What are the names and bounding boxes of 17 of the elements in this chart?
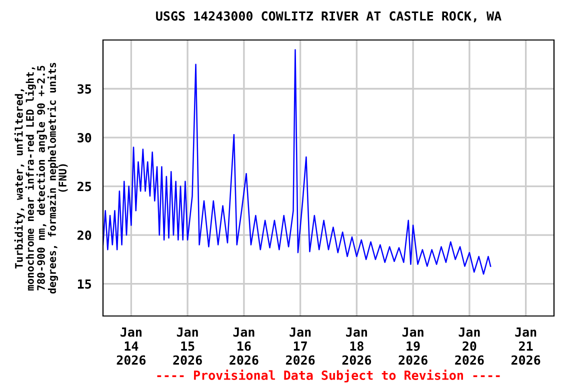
x-tick-label: Jan 17 2026 — [286, 327, 315, 365]
text: ---- Provisional Data Subject to Revision ---- — [157, 370, 500, 382]
y-axis-title: Turbidity, water, unfiltered, monochrome near infra-red LED light, 780-900 nm, detection angle 90 +-2.5 degrees, formazin nephelometric units (FNU) — [14, 62, 68, 294]
chart-title: USGS 14243000 COWLITZ RIVER AT CASTLE ROCK, WA — [156, 11, 502, 22]
y-tick-label: 15 — [78, 279, 92, 289]
x-tick-label: Jan 18 2026 — [342, 327, 372, 365]
x-tick-label: Jan 19 2026 — [398, 327, 428, 365]
x-tick-label: Jan 21 2026 — [511, 327, 540, 365]
x-tick-label: Jan 14 2026 — [116, 327, 146, 365]
y-tick-label: 35 — [78, 84, 92, 94]
x-tick-label: Jan 16 2026 — [230, 327, 258, 365]
line-series — [103, 49, 492, 275]
y-tick-label: 25 — [78, 182, 92, 192]
y-tick-label: 20 — [78, 230, 92, 240]
y-tick-label: 30 — [78, 133, 92, 142]
x-tick-label: Jan 20 2026 — [455, 327, 484, 365]
x-tick-label: Jan 15 2026 — [173, 327, 202, 365]
